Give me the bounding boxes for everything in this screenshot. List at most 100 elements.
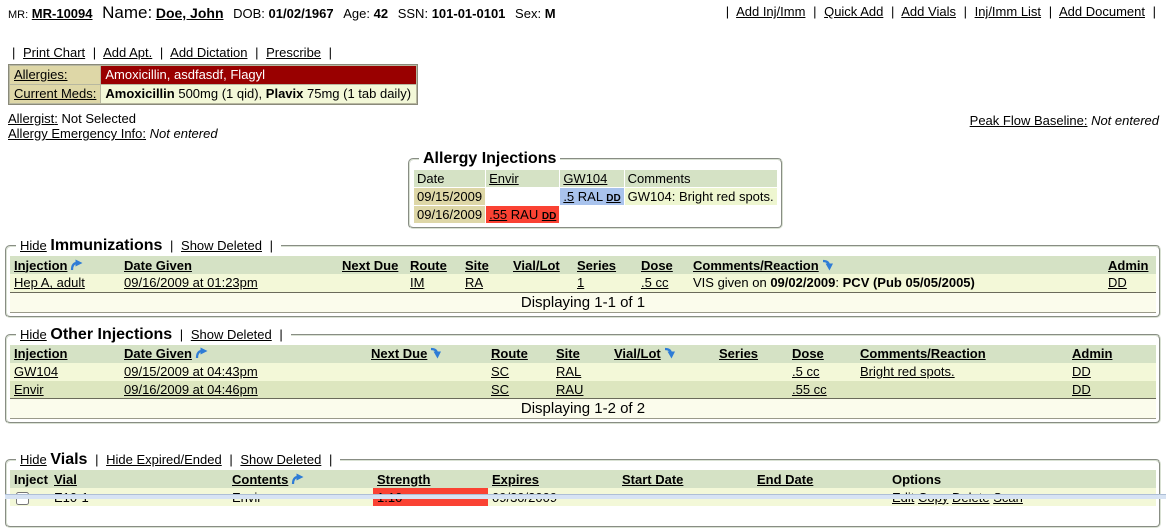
sort-admin-link[interactable]: Admin <box>1072 346 1113 361</box>
hide-immunizations-link[interactable]: Hide <box>20 238 47 253</box>
allergy-emergency-line: Allergy Emergency Info Not entered <box>8 126 1166 141</box>
nav-add-vials[interactable]: Add Vials <box>901 4 956 19</box>
injection-link[interactable]: Envir <box>14 381 44 397</box>
nav-add-document[interactable]: Add Document <box>1058 4 1145 19</box>
peak-flow-baseline-link[interactable]: Peak Flow Baseline <box>970 113 1088 128</box>
series-link[interactable]: 1 <box>577 275 585 291</box>
sort-route-link[interactable]: Route <box>491 346 528 361</box>
nav-prescribe[interactable]: Prescribe <box>266 45 322 60</box>
sort-series-link[interactable]: Series <box>577 257 617 273</box>
admin-initials-link[interactable]: DD <box>1072 381 1091 397</box>
allergist-link[interactable]: Allergist <box>8 111 58 126</box>
sort-admin-link[interactable]: Admin <box>1108 257 1149 273</box>
dose-link[interactable]: .5 <box>563 189 575 204</box>
allergies-row: Allergies: Amoxicillin, asdfasdf, Flagyl <box>10 66 417 84</box>
sort-vial-lot-link[interactable]: Vial/Lot <box>513 257 560 273</box>
sort-site-link[interactable]: Site <box>465 257 489 273</box>
sort-end-date-link[interactable]: End Date <box>757 471 814 487</box>
col-comments-reaction: Comments/Reaction <box>856 344 1068 363</box>
sort-ascending-icon <box>292 473 304 484</box>
separator: | <box>963 4 967 19</box>
nav-quick-add[interactable]: Quick Add <box>824 4 884 19</box>
sort-contents-link[interactable]: Contents <box>232 471 289 487</box>
admin-initials-link[interactable]: DD <box>1108 275 1127 291</box>
sort-expires-link[interactable]: Expires <box>492 471 539 487</box>
sort-dose-link[interactable]: Dose <box>641 257 673 273</box>
col-route: Route <box>406 256 461 274</box>
allergies-link[interactable]: Allergies: <box>14 67 68 82</box>
allergy-emergency-info-link[interactable]: Allergy Emergency Info <box>8 126 146 141</box>
sort-strength-link[interactable]: Strength <box>377 471 431 487</box>
sort-series-link[interactable]: Series <box>719 346 759 361</box>
gw104-column-link[interactable]: GW104 <box>563 171 608 186</box>
separator: | <box>95 452 99 467</box>
sort-route-link[interactable]: Route <box>410 257 447 273</box>
sort-date-given-link[interactable]: Date Given <box>124 257 192 273</box>
date-given-link[interactable]: 09/15/2009 at 04:43pm <box>124 364 258 379</box>
comments-link[interactable]: Bright red spots. <box>860 364 955 379</box>
dose-link[interactable]: .55 <box>489 207 508 222</box>
sort-next-due-link[interactable]: Next Due <box>342 257 399 273</box>
series-value <box>715 380 788 399</box>
immunizations-pagination-row: Displaying 1-1 of 1 <box>10 292 1156 313</box>
nav-inj-imm-list[interactable]: Inj/Imm List <box>974 4 1042 19</box>
envir-column-link[interactable]: Envir <box>489 171 519 186</box>
col-next-due: Next Due <box>338 256 406 274</box>
injection-link[interactable]: GW104 <box>14 364 59 379</box>
sort-injection-link[interactable]: Injection <box>14 257 68 273</box>
col-date-given: Date Given <box>120 344 367 363</box>
sort-vial-link[interactable]: Vial <box>54 471 77 487</box>
dose-link[interactable]: .55 cc <box>792 381 827 397</box>
allergy-injections-table: Date Envir GW104 Comments 09/15/2009 .5 … <box>413 169 778 224</box>
hide-other-injections-link[interactable]: Hide <box>20 326 47 342</box>
admin-initials-link[interactable]: DD <box>606 193 621 204</box>
allergy-injection-row: 09/15/2009 .5 RAL DD GW104: Bright red s… <box>414 188 777 205</box>
admin-initials-link[interactable]: DD <box>541 211 557 222</box>
displaying-count: Displaying 1-1 of 1 <box>10 292 1156 313</box>
site-link[interactable]: RA <box>465 275 484 291</box>
current-meds-link[interactable]: Current Meds: <box>14 86 97 101</box>
patient-name-link[interactable]: Doe, John <box>155 5 224 21</box>
sort-dose-link[interactable]: Dose <box>792 346 824 361</box>
site-code: RAL <box>577 189 603 204</box>
show-deleted-link[interactable]: Show Deleted <box>240 452 322 467</box>
admin-initials-link[interactable]: DD <box>1072 364 1091 379</box>
hide-expired-ended-link[interactable]: Hide Expired/Ended <box>106 452 222 467</box>
show-deleted-link[interactable]: Show Deleted <box>181 238 262 253</box>
nav-print-chart[interactable]: Print Chart <box>23 45 86 60</box>
horizontal-scrollbar[interactable] <box>5 494 1166 499</box>
sort-comments-link[interactable]: Comments/Reaction <box>860 346 986 361</box>
dose-link[interactable]: .5 cc <box>792 364 820 379</box>
route-link[interactable]: IM <box>410 275 425 291</box>
mr-number-link[interactable]: MR-10094 <box>31 6 93 21</box>
route-link[interactable]: SC <box>491 381 510 397</box>
col-start-date: Start Date <box>618 470 753 488</box>
date-given-link[interactable]: 09/16/2009 at 04:46pm <box>124 381 258 397</box>
nav-add-apt[interactable]: Add Apt. <box>103 45 153 60</box>
sort-injection-link[interactable]: Injection <box>14 346 68 361</box>
age-value: 42 <box>373 6 389 21</box>
sort-vial-lot-link[interactable]: Vial/Lot <box>614 346 661 361</box>
sort-date-given-link[interactable]: Date Given <box>124 346 192 361</box>
nav-add-dictation[interactable]: Add Dictation <box>170 45 248 60</box>
chart-nav: | Print Chart | Add Apt. | Add Dictation… <box>8 45 1166 60</box>
site-link[interactable]: RAU <box>556 381 584 397</box>
sort-next-due-link[interactable]: Next Due <box>371 346 428 361</box>
injection-link[interactable]: Hep A, adult <box>14 275 85 291</box>
hide-vials-link[interactable]: Hide <box>20 452 47 467</box>
route-link[interactable]: SC <box>491 364 510 379</box>
show-deleted-link[interactable]: Show Deleted <box>190 326 272 342</box>
sex-label: Sex: <box>515 6 542 21</box>
gw104-cell-empty <box>560 206 623 223</box>
sort-comments-link[interactable]: Comments/Reaction <box>693 257 819 273</box>
sort-site-link[interactable]: Site <box>556 346 580 361</box>
sort-ascending-icon <box>71 259 83 270</box>
separator: | <box>813 4 817 19</box>
dose-link[interactable]: .5 cc <box>641 275 669 291</box>
site-link[interactable]: RAL <box>556 364 582 379</box>
separator: | <box>279 326 283 342</box>
col-strength: Strength <box>373 470 488 488</box>
sort-start-date-link[interactable]: Start Date <box>622 471 684 487</box>
date-given-link[interactable]: 09/16/2009 at 01:23pm <box>124 275 258 291</box>
nav-add-inj-imm[interactable]: Add Inj/Imm <box>736 4 806 19</box>
